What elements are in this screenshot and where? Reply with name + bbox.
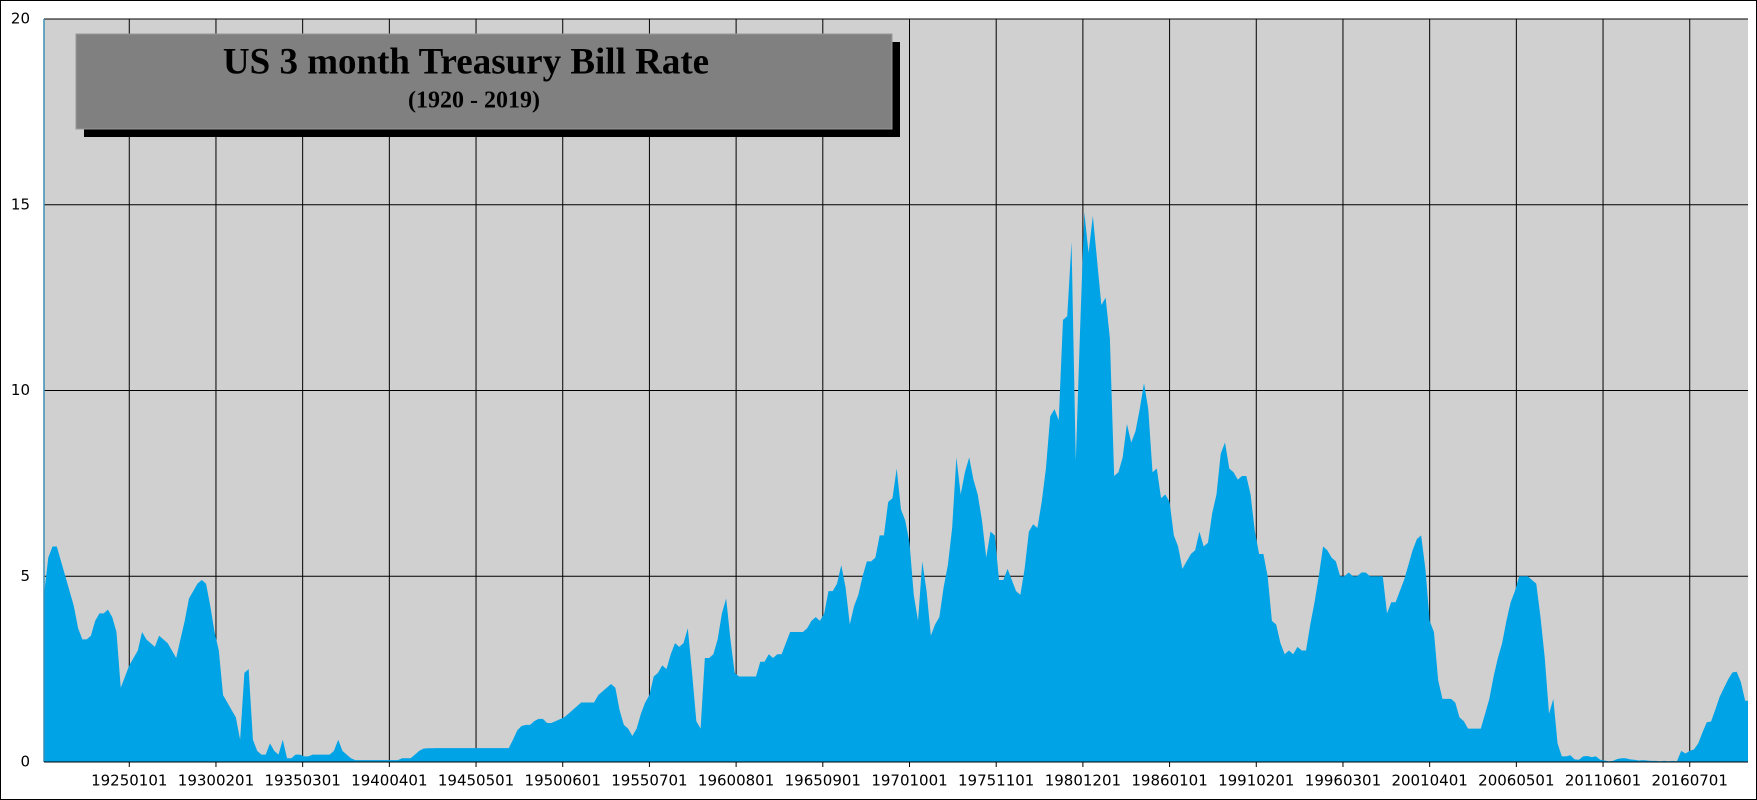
area: [44, 212, 1748, 762]
title-box: [75, 33, 893, 130]
x-tick-label: 19650901: [785, 772, 861, 790]
x-tick-label: 19550701: [611, 772, 687, 790]
y-tick-label: 10: [11, 381, 30, 399]
x-tick-label: 19450501: [438, 772, 514, 790]
x-tick-label: 20110601: [1565, 772, 1641, 790]
x-tick-label: 19250101: [91, 772, 167, 790]
x-tick-label: 19600801: [698, 772, 774, 790]
marks: [44, 212, 1748, 762]
x-tick-label: 19801201: [1045, 772, 1121, 790]
y-tick-label: 5: [20, 567, 30, 585]
x-tick-label: 19910201: [1218, 772, 1294, 790]
chart-subtitle: (1920 - 2019): [408, 88, 540, 114]
y-tick-label: 0: [20, 753, 30, 771]
x-tick-label: 19300201: [178, 772, 254, 790]
x-tick-label: 19350301: [264, 772, 340, 790]
y-tick-label: 20: [11, 10, 30, 28]
y-tick-label: 15: [11, 195, 30, 213]
x-tick-label: 19701001: [871, 772, 947, 790]
x-tick-label: 20010401: [1391, 772, 1467, 790]
x-tick-label: 19500601: [525, 772, 601, 790]
x-tick-label: 19751101: [958, 772, 1034, 790]
x-tick-label: 19400401: [351, 772, 427, 790]
grid: [44, 18, 1748, 763]
x-tick-label: 19960301: [1305, 772, 1381, 790]
x-tick-label: 20160701: [1652, 772, 1728, 790]
chart-title: US 3 month Treasury Bill Rate: [223, 41, 709, 82]
x-tick-label: 19860101: [1131, 772, 1207, 790]
x-tick-label: 20060501: [1478, 772, 1554, 790]
